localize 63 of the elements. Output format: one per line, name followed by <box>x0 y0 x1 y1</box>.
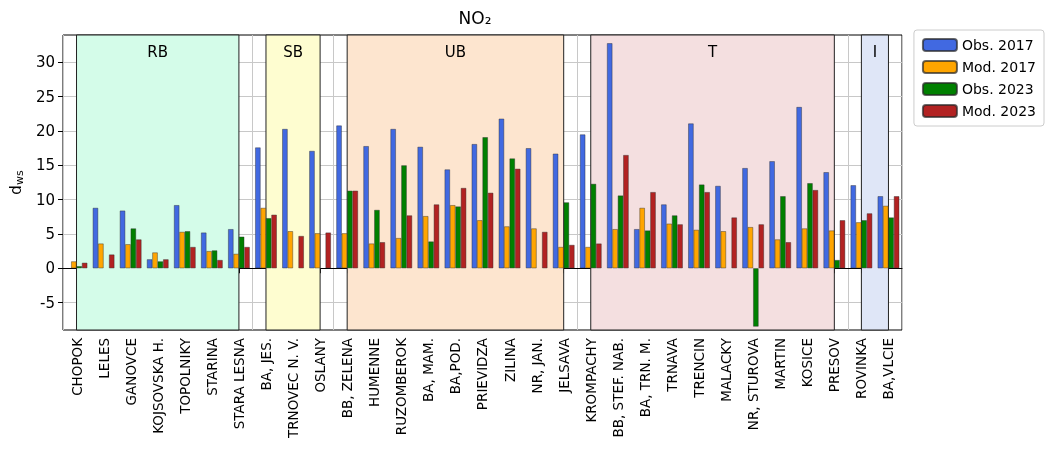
band-label: RB <box>147 43 169 61</box>
x-tick-label: KROMPACHY <box>582 337 599 423</box>
x-tick-label: BB, ZELENA <box>339 337 356 419</box>
chart-title: NO₂ <box>458 7 492 28</box>
bar <box>498 118 505 269</box>
x-tick-label: CHOPOK <box>68 336 85 396</box>
x-tick-label: BA,POD. <box>447 338 464 395</box>
x-tick-label: MARTIN <box>772 338 789 390</box>
legend-label: Obs. 2017 <box>961 37 1034 53</box>
x-tick-label: BA, MAM. <box>420 338 437 402</box>
y-tick-label: -5 <box>40 293 55 312</box>
y-tick-label: 30 <box>35 53 55 72</box>
bar <box>298 236 304 269</box>
x-tick-label: PRESOV <box>826 337 843 393</box>
legend-label: Mod. 2023 <box>961 103 1036 119</box>
y-axis-title: dws <box>6 170 26 195</box>
bar <box>579 134 586 269</box>
x-tick-label: ZILINA <box>501 337 518 383</box>
x-tick-label: NR, JAN. <box>528 338 545 394</box>
band-label: SB <box>283 43 303 61</box>
x-tick-label: STARA LESNA <box>230 337 247 430</box>
band-label: UB <box>444 43 467 61</box>
x-tick-label: PRIEVIDZA <box>474 337 491 411</box>
x-tick-label: KOJSOVSKA H. <box>149 338 166 434</box>
legend-label: Mod. 2017 <box>961 59 1036 75</box>
y-tick-label: 15 <box>35 156 55 175</box>
x-tick-label: ROVINKA <box>853 337 870 399</box>
y-tick-label: 10 <box>35 190 55 209</box>
x-tick-label: GANOVCE <box>122 338 139 406</box>
x-tick-label: STARINA <box>203 337 220 396</box>
x-tick-label: OSLANY <box>312 337 329 393</box>
x-tick-label: NR, STUROVA <box>745 337 762 431</box>
x-tick-label: TRNOVEC N. V. <box>285 338 302 440</box>
x-tick-label: RUZOMBEROK <box>393 336 410 436</box>
bar <box>119 210 126 269</box>
y-tick-label: 20 <box>35 122 55 141</box>
x-tick-label: MALACKY <box>718 337 735 402</box>
x-tick-label: BA,VLCIE <box>880 338 897 400</box>
x-tick-label: KOSICE <box>799 338 816 388</box>
x-tick-label: TOPOLNIKY <box>176 337 193 415</box>
bar <box>542 231 548 269</box>
x-tick-label: BA, JES. <box>257 338 274 391</box>
band-label: I <box>872 43 878 61</box>
y-tick-label: 0 <box>45 259 55 278</box>
band-label: T <box>706 43 718 61</box>
bar <box>109 254 115 269</box>
x-tick-label: BA, TRN. M. <box>636 338 653 418</box>
bar <box>173 205 180 269</box>
bar <box>471 144 478 269</box>
bar <box>552 153 559 269</box>
x-tick-label: JELSAVA <box>555 337 572 394</box>
y-tick-label: 5 <box>45 224 55 243</box>
bar <box>606 43 613 269</box>
bar <box>325 232 331 269</box>
x-tick-label: LELES <box>95 338 112 379</box>
bar <box>201 232 207 269</box>
x-tick-label: BB, STEF. NAB. <box>609 338 626 438</box>
x-tick-label: TRENCIN <box>691 338 708 399</box>
x-tick-label: HUMENNE <box>366 338 383 407</box>
bar <box>731 217 737 269</box>
legend-label: Obs. 2023 <box>961 81 1034 97</box>
y-tick-label: 25 <box>35 87 55 106</box>
x-tick-label: TRNAVA <box>663 337 680 393</box>
